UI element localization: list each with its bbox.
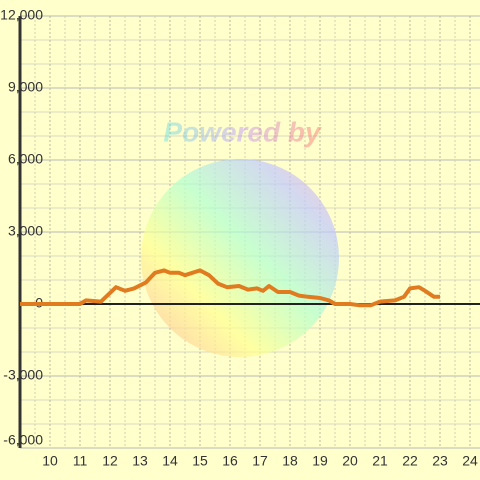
x-tick-label: 24 [462, 453, 478, 469]
x-tick-label: 16 [222, 453, 238, 469]
y-tick-label: 3,000 [8, 223, 43, 239]
y-tick-label: 9,000 [8, 79, 43, 95]
y-tick-label: 12,000 [0, 7, 43, 23]
watermark-text: Powered by [163, 116, 322, 147]
x-tick-label: 20 [342, 453, 358, 469]
x-tick-label: 14 [162, 453, 178, 469]
x-tick-label: 12 [102, 453, 118, 469]
x-tick-label: 17 [252, 453, 268, 469]
x-tick-label: 23 [432, 453, 448, 469]
x-tick-label: 13 [132, 453, 148, 469]
x-tick-label: 15 [192, 453, 208, 469]
y-tick-label: 6,000 [8, 151, 43, 167]
x-tick-label: 10 [42, 453, 58, 469]
watermark-logo [141, 159, 339, 357]
series-line [20, 268, 440, 308]
x-tick-label: 18 [282, 453, 298, 469]
x-tick-label: 21 [372, 453, 388, 469]
y-tick-label: -6,000 [3, 432, 43, 448]
x-tick-label: 11 [73, 453, 88, 469]
x-tick-label: 22 [402, 453, 418, 469]
x-tick-label: 19 [312, 453, 328, 469]
y-tick-label: -3,000 [3, 367, 43, 383]
